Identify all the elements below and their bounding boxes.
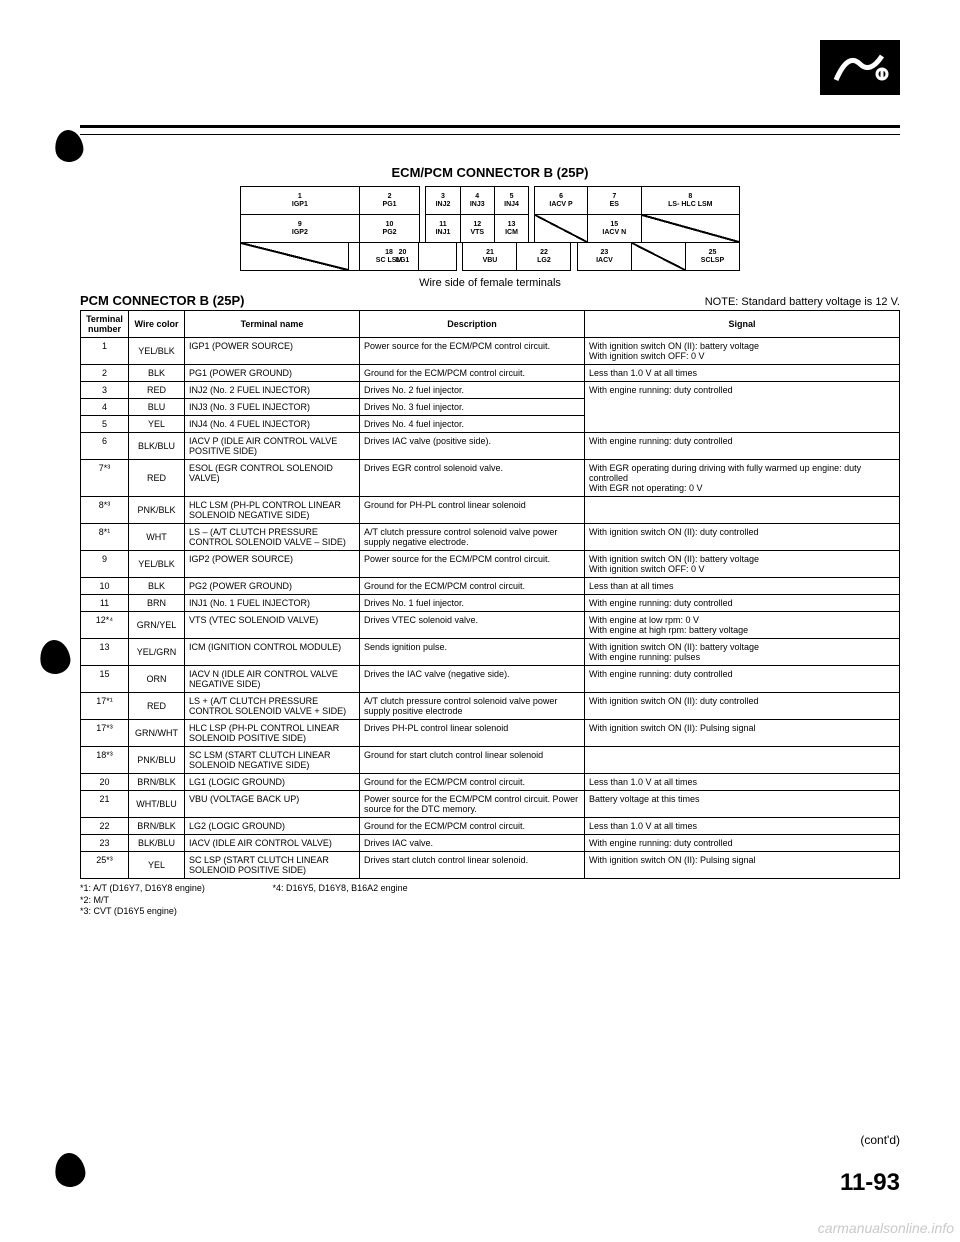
table-row: 10BLKPG2 (POWER GROUND)Ground for the EC… [81, 578, 900, 595]
table-row: 12*⁴GRN/YELVTS (VTEC SOLENOID VALVE)Driv… [81, 612, 900, 639]
table-row: 8*¹WHTLS – (A/T CLUTCH PRESSURE CONTROL … [81, 524, 900, 551]
col-name: Terminal name [185, 311, 360, 338]
page-number: 11-93 [840, 1169, 900, 1197]
table-row: 2BLKPG1 (POWER GROUND)Ground for the ECM… [81, 365, 900, 382]
section-bullet-icon [53, 1151, 87, 1189]
table-row: 9YEL/BLKIGP2 (POWER SOURCE)Power source … [81, 551, 900, 578]
pcm-connector-heading: PCM CONNECTOR B (25P) [80, 293, 244, 308]
table-row: 17*¹REDLS + (A/T CLUTCH PRESSURE CONTROL… [81, 693, 900, 720]
continued-label: (cont'd) [860, 1133, 900, 1147]
section-bullet-icon [38, 638, 72, 676]
table-row: 25*³YELSC LSP (START CLUTCH LINEAR SOLEN… [81, 852, 900, 879]
table-row: 17*³GRN/WHTHLC LSP (PH-PL CONTROL LINEAR… [81, 720, 900, 747]
table-row: 13YEL/GRNICM (IGNITION CONTROL MODULE)Se… [81, 639, 900, 666]
table-row: 20BRN/BLKLG1 (LOGIC GROUND)Ground for th… [81, 774, 900, 791]
table-row: 18*³PNK/BLUSC LSM (START CLUTCH LINEAR S… [81, 747, 900, 774]
table-row: 23BLK/BLUIACV (IDLE AIR CONTROL VALVE)Dr… [81, 835, 900, 852]
col-wire: Wire color [129, 311, 185, 338]
table-row: 7*³REDESOL (EGR CONTROL SOLENOID VALVE)D… [81, 460, 900, 497]
table-row: 15ORNIACV N (IDLE AIR CONTROL VALVE NEGA… [81, 666, 900, 693]
brand-logo [820, 40, 900, 95]
col-signal: Signal [585, 311, 900, 338]
wire-side-caption: Wire side of female terminals [80, 277, 900, 289]
connector-title: ECM/PCM CONNECTOR B (25P) [80, 165, 900, 180]
table-row: 21WHT/BLUVBU (VOLTAGE BACK UP)Power sour… [81, 791, 900, 818]
connector-diagram-row3: 20LG1 21VBU 22LG2 23IACV 25SCLSP [240, 242, 740, 271]
watermark: carmanualsonline.info [818, 1220, 954, 1236]
voltage-note: NOTE: Standard battery voltage is 12 V. [705, 296, 900, 308]
table-row: 1YEL/BLKIGP1 (POWER SOURCE)Power source … [81, 338, 900, 365]
table-row: 6BLK/BLUIACV P (IDLE AIR CONTROL VALVE P… [81, 433, 900, 460]
table-row: 22BRN/BLKLG2 (LOGIC GROUND)Ground for th… [81, 818, 900, 835]
table-row: 3REDINJ2 (No. 2 FUEL INJECTOR)Drives No.… [81, 382, 900, 399]
table-row: 8*³PNK/BLKHLC LSM (PH-PL CONTROL LINEAR … [81, 497, 900, 524]
col-desc: Description [360, 311, 585, 338]
footnotes: *1: A/T (D16Y7, D16Y8 engine) *2: M/T *3… [80, 883, 900, 918]
col-terminal: Terminal number [81, 311, 129, 338]
table-row: 11BRNINJ1 (No. 1 FUEL INJECTOR)Drives No… [81, 595, 900, 612]
terminal-table: Terminal number Wire color Terminal name… [80, 310, 900, 879]
